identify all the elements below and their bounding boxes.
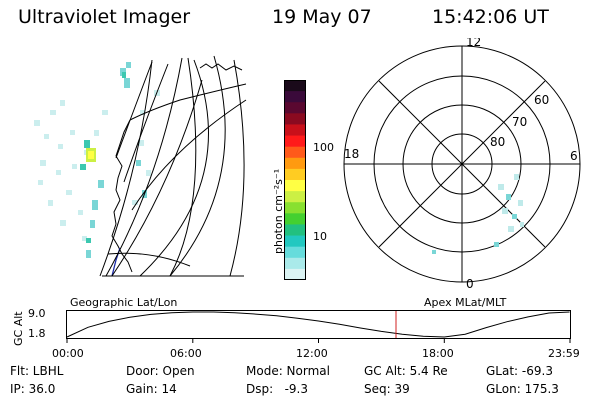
timeline-ytick-1-8: 1.8 (28, 327, 46, 340)
mlt-label-0: 0 (466, 277, 474, 288)
colorbar-segment (284, 157, 306, 170)
colorbar-segment (284, 224, 306, 237)
colorbar-tick-100: 100 (313, 141, 334, 154)
coastline-fragment (199, 63, 243, 71)
colorbar-segment (284, 180, 306, 192)
colorbar-segment (284, 80, 306, 92)
timeline-plot (66, 310, 571, 343)
colorbar-tick-10: 10 (313, 230, 327, 243)
colorbar-segment (284, 124, 306, 137)
mlt-label-6: 6 (570, 149, 578, 163)
lat-label-70: 70 (512, 115, 527, 129)
geographic-image-panel (34, 55, 247, 277)
lat-label-60: 60 (534, 93, 549, 107)
colorbar-segment (284, 246, 306, 259)
xtick-0000: 00:00 (52, 347, 84, 360)
footer-seq: Seq: 39 (364, 382, 410, 396)
colorbar-segment (284, 213, 306, 225)
xtick-0600: 06:00 (170, 347, 202, 360)
timeline-ylabel: GC Alt (12, 311, 25, 346)
colorbar-gradient (284, 80, 306, 280)
lat-label-80: 80 (490, 135, 505, 149)
xtick-1800: 18:00 (422, 347, 454, 360)
footer-glon: GLon: 175.3 (486, 382, 559, 396)
colorbar-segment (284, 102, 306, 114)
coastline (111, 119, 133, 273)
colorbar-segment (284, 268, 306, 280)
mlt-label-18: 18 (344, 147, 359, 161)
colorbar-segment (284, 257, 306, 270)
polar-plot: 12 18 6 0 60 70 80 (343, 38, 581, 288)
footer-filter: Flt: LBHL (10, 364, 64, 378)
colorbar-segment (284, 146, 306, 159)
xtick-2359: 23:59 (548, 347, 580, 360)
geo-panel-label: Geographic Lat/Lon (70, 296, 178, 309)
colorbar-segment (284, 135, 306, 148)
timeline-ticks (66, 339, 571, 343)
date-label: 19 May 07 (272, 6, 372, 28)
footer-glat: GLat: -69.3 (486, 364, 553, 378)
mlt-label-12: 12 (466, 38, 481, 49)
colorbar-segment (284, 191, 306, 203)
instrument-title: Ultraviolet Imager (18, 6, 191, 28)
colorbar-segment (284, 202, 306, 214)
colorbar-segment (284, 113, 306, 125)
footer-ip: IP: 36.0 (10, 382, 56, 396)
colorbar (284, 80, 306, 280)
footer-gain: Gain: 14 (126, 382, 177, 396)
colorbar-segment (284, 235, 306, 248)
timeline-frame (66, 310, 571, 339)
colorbar-label: photon cm⁻²s⁻¹ (272, 168, 285, 254)
xtick-1200: 12:00 (296, 347, 328, 360)
footer-mode: Mode: Normal (246, 364, 330, 378)
footer-gc-alt: GC Alt: 5.4 Re (364, 364, 448, 378)
time-label: 15:42:06 UT (432, 6, 549, 28)
polar-panel-label: Apex MLat/MLT (424, 296, 507, 309)
timeline-ytick-9: 9.0 (28, 307, 46, 320)
footer-door: Door: Open (126, 364, 195, 378)
altitude-curve (66, 311, 570, 338)
footer-dsp: Dsp: -9.3 (246, 382, 309, 396)
polar-grid (343, 45, 581, 283)
geo-grid (99, 55, 247, 277)
colorbar-segment (284, 168, 306, 181)
polar-emission (432, 174, 524, 254)
colorbar-segment (284, 91, 306, 103)
